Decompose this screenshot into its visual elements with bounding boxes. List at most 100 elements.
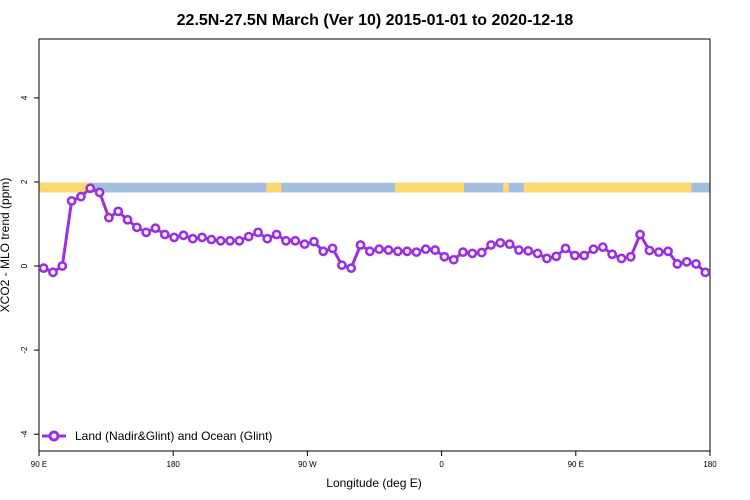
x-tick-label: 180: [703, 460, 717, 469]
data-point: [476, 247, 487, 258]
land-band-4: [523, 182, 692, 193]
data-point: [607, 249, 618, 260]
y-tick-label: 2: [20, 179, 29, 184]
data-point: [346, 263, 357, 274]
data-point: [225, 235, 235, 246]
data-point: [336, 260, 347, 271]
legend-label: Land (Nadir&Glint) and Ocean (Glint): [75, 429, 272, 443]
data-point: [131, 222, 142, 233]
data-point: [159, 229, 170, 240]
data-point: [625, 251, 636, 262]
data-point: [635, 229, 646, 240]
x-tick-label: 180: [167, 460, 181, 469]
chart-title: 22.5N-27.5N March (Ver 10) 2015-01-01 to…: [177, 12, 574, 29]
data-point: [48, 267, 58, 278]
data-point: [663, 246, 673, 257]
y-tick-label: 0: [20, 263, 29, 268]
y-tick-label: -2: [20, 346, 29, 354]
data-point: [76, 191, 86, 202]
data-point: [523, 245, 534, 256]
data-point: [122, 214, 133, 225]
y-tick-label: -4: [20, 430, 29, 438]
data-point: [579, 250, 590, 261]
land-band-1: [266, 182, 282, 193]
data-point: [290, 235, 301, 246]
data-point: [318, 246, 329, 257]
data-point: [262, 233, 273, 244]
data-point: [392, 246, 403, 257]
y-tick-label: 4: [20, 95, 29, 100]
data-point: [672, 259, 683, 269]
data-point: [560, 243, 571, 254]
x-axis-label: Longitude (deg E): [326, 476, 421, 490]
data-point: [514, 245, 524, 255]
data-point: [402, 246, 413, 257]
data-point: [141, 227, 152, 238]
x-tick-label: 90 E: [31, 460, 47, 469]
data-point: [653, 247, 664, 258]
data-point: [113, 206, 124, 217]
x-tick-label: 90 E: [568, 460, 584, 469]
data-point: [85, 183, 96, 194]
data-point: [206, 234, 217, 245]
x-tick-label: 0: [439, 460, 444, 469]
data-point: [597, 242, 608, 253]
data-point: [38, 263, 49, 274]
data-point: [281, 235, 291, 246]
data-point: [448, 254, 459, 265]
ocean-band: [39, 182, 710, 193]
data-point: [691, 259, 701, 269]
data-point: [700, 267, 711, 278]
data-point: [197, 232, 207, 243]
data-point: [411, 247, 422, 258]
data-point: [57, 261, 68, 271]
data-point: [364, 246, 375, 257]
data-point: [420, 244, 431, 255]
data-point: [215, 235, 226, 246]
data-point: [271, 229, 282, 240]
data-point: [458, 247, 468, 258]
data-point: [569, 250, 580, 261]
y-axis-label: XCO2 - MLO trend (ppm): [0, 178, 12, 313]
land-band-3: [503, 182, 509, 193]
data-point: [355, 240, 366, 250]
data-point: [467, 248, 478, 259]
y-axis: 4 2 0 -2 -4: [20, 95, 39, 438]
land-band-0: [39, 182, 92, 193]
data-point: [486, 240, 496, 250]
data-point: [243, 231, 254, 242]
land-ocean-strip: [39, 182, 710, 193]
data-point: [374, 244, 385, 255]
data-point: [327, 243, 338, 254]
x-axis: 90 E 180 90 W 0 90 E 180: [31, 451, 717, 469]
data-point: [178, 230, 189, 241]
data-point: [616, 253, 627, 264]
data-point: [94, 187, 105, 198]
data-point: [504, 239, 515, 250]
x-tick-label: 90 W: [298, 460, 317, 469]
legend-marker: [48, 430, 60, 442]
data-point: [103, 212, 114, 223]
data-point: [66, 195, 77, 206]
data-point: [169, 232, 180, 243]
data-point: [588, 244, 599, 255]
data-point: [495, 237, 506, 248]
data-point: [234, 235, 245, 246]
data-point: [644, 245, 655, 256]
data-point: [383, 245, 394, 255]
data-point: [309, 236, 319, 247]
data-point: [551, 251, 562, 262]
data-point: [681, 256, 692, 267]
data-point: [542, 253, 552, 264]
land-band-2: [395, 182, 464, 193]
data-point: [532, 248, 543, 259]
data-point: [430, 245, 440, 255]
series-layer: [38, 183, 711, 278]
data-point: [253, 227, 263, 238]
data-point: [299, 239, 310, 250]
data-point: [150, 223, 161, 234]
legend: Land (Nadir&Glint) and Ocean (Glint): [42, 429, 272, 443]
data-point: [187, 233, 198, 244]
data-point: [439, 251, 450, 262]
